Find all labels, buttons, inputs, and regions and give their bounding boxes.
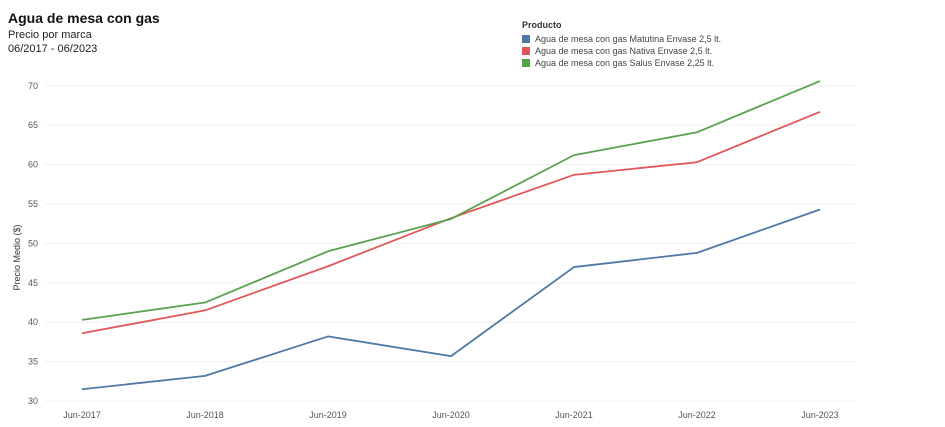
chart-title: Agua de mesa con gas — [8, 10, 160, 26]
x-tick-label: Jun-2018 — [186, 410, 224, 420]
x-tick-label: Jun-2017 — [63, 410, 101, 420]
legend-label: Agua de mesa con gas Matutina Envase 2,5… — [535, 34, 722, 44]
y-tick-label: 50 — [28, 238, 38, 248]
y-tick-label: 60 — [28, 160, 38, 170]
y-axis-label: Precio Medio ($) — [12, 224, 22, 290]
x-tick-label: Jun-2019 — [309, 410, 347, 420]
legend-item: Agua de mesa con gas Salus Envase 2,25 l… — [522, 57, 721, 69]
y-tick-label: 35 — [28, 357, 38, 367]
legend-swatch — [522, 35, 530, 43]
y-tick-label: 55 — [28, 199, 38, 209]
legend-swatch — [522, 59, 530, 67]
series-line — [81, 208, 821, 391]
series-line — [81, 110, 821, 335]
series-line — [81, 80, 821, 321]
y-tick-label: 40 — [28, 317, 38, 327]
legend-item: Agua de mesa con gas Matutina Envase 2,5… — [522, 33, 721, 45]
legend-swatch — [522, 47, 530, 55]
x-tick-label: Jun-2020 — [432, 410, 470, 420]
legend-label: Agua de mesa con gas Salus Envase 2,25 l… — [535, 58, 715, 68]
y-tick-label: 30 — [28, 396, 38, 406]
legend-label: Agua de mesa con gas Nativa Envase 2,5 l… — [535, 46, 713, 56]
legend-item: Agua de mesa con gas Nativa Envase 2,5 l… — [522, 45, 721, 57]
legend-items: Agua de mesa con gas Matutina Envase 2,5… — [522, 33, 721, 69]
chart-period: 06/2017 - 06/2023 — [8, 43, 98, 55]
legend: Producto Agua de mesa con gas Matutina E… — [522, 20, 721, 69]
y-tick-label: 70 — [28, 81, 38, 91]
legend-title: Producto — [522, 20, 562, 30]
x-tick-label: Jun-2022 — [678, 410, 716, 420]
y-tick-label: 45 — [28, 278, 38, 288]
x-tick-label: Jun-2021 — [555, 410, 593, 420]
chart-subtitle: Precio por marca — [8, 29, 92, 41]
x-tick-label: Jun-2023 — [801, 410, 839, 420]
y-tick-label: 65 — [28, 120, 38, 130]
